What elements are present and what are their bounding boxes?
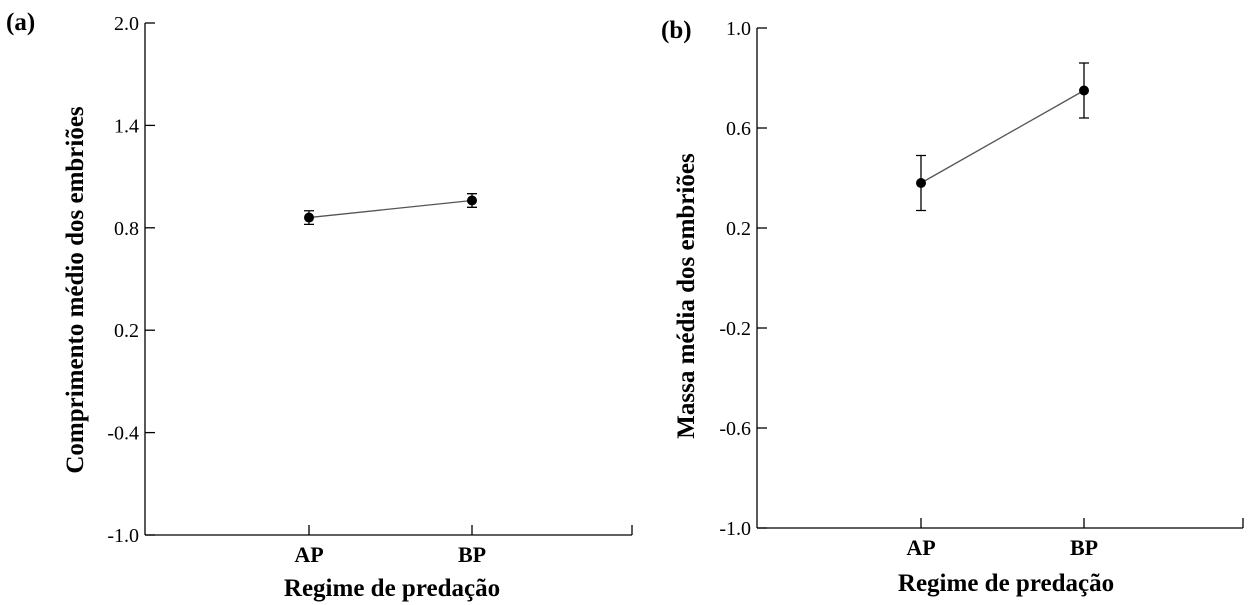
panel-b-plot-area: 1.0 0.6 0.2 -0.2 -0.6 -1.0 AP BP	[719, 18, 1244, 560]
panel-a-plot-area: 2.0 1.4 0.8 0.2 -0.4 -1.0 AP BP	[107, 13, 633, 567]
panel-b-label: (b)	[661, 17, 692, 44]
panel-a-data-point	[467, 195, 477, 206]
panel-a-label: (a)	[6, 9, 35, 36]
panel-a-xlabel: Regime de predação	[284, 575, 500, 602]
panel-b-data-point	[1079, 85, 1089, 96]
panel-a-series-line	[308, 199, 473, 219]
panel-a-y-tick-label: 2.0	[114, 13, 139, 35]
panel-a-ylabel: Comprimento médio dos embriões	[62, 106, 89, 474]
panel-b-y-tick-label: -0.6	[719, 418, 751, 440]
panel-a-y-tick-label: 0.8	[114, 218, 139, 240]
panel-b-ylabel: Massa média dos embriões	[673, 153, 700, 439]
panel-b-y-tick-label: 0.6	[726, 118, 751, 140]
panel-b-y-tick-label: -0.2	[719, 318, 751, 340]
panel-b-data-point	[916, 178, 926, 188]
panel-b-x-tick-label: AP	[906, 535, 935, 560]
panel-b-y-tick-label: 1.0	[726, 18, 751, 40]
panel-a: (a) Comprimento médio dos embriões Regim…	[6, 9, 633, 602]
panel-a-x-tick-label: AP	[294, 542, 323, 567]
panel-a-y-tick-label: 0.2	[114, 320, 139, 342]
panel-b-series-line	[920, 89, 1085, 184]
panel-a-x-tick-label: BP	[458, 542, 486, 567]
panel-a-y-tick-label: 1.4	[114, 115, 139, 137]
panel-a-y-tick-label: -1.0	[107, 525, 139, 547]
panel-a-y-tick-label: -0.4	[107, 423, 139, 445]
panel-b-y-tick-label: -1.0	[719, 518, 751, 540]
panel-b: (b) Massa média dos embriões Regime de p…	[661, 17, 1244, 597]
panel-b-xlabel: Regime de predação	[898, 570, 1114, 597]
panel-b-y-tick-label: 0.2	[726, 218, 751, 240]
panel-b-x-tick-label: BP	[1070, 535, 1098, 560]
panel-a-data-point	[304, 212, 314, 223]
